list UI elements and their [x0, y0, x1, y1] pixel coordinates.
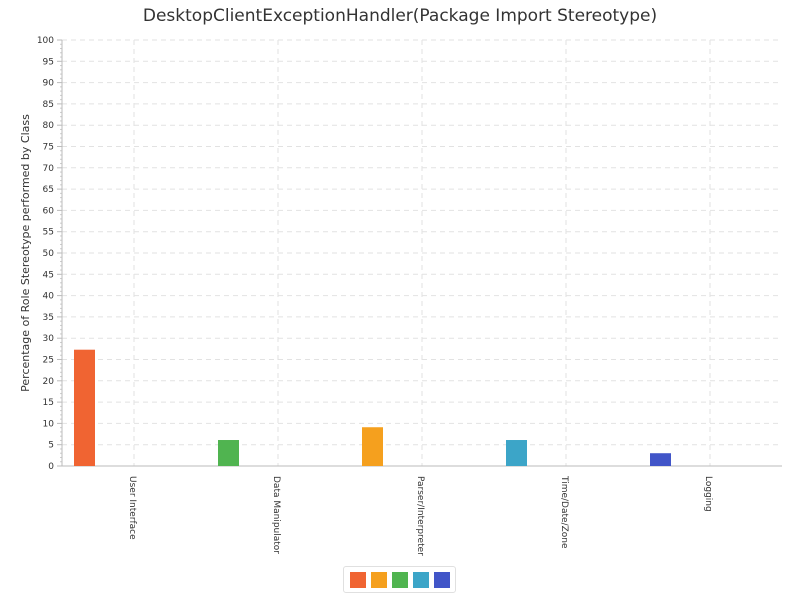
y-tick-label: 95	[43, 57, 54, 67]
y-tick-label: 70	[43, 164, 55, 174]
legend-swatch	[412, 571, 429, 588]
bars	[74, 349, 671, 466]
y-tick-label: 50	[43, 249, 55, 259]
legend-swatch	[433, 571, 450, 588]
y-tick-label: 85	[43, 100, 54, 110]
x-category-labels: User Interface Data Manipulator Parser/Int…	[127, 475, 713, 556]
y-tick-label: 20	[43, 377, 55, 387]
bar-user-interface	[74, 349, 95, 466]
y-axis-title: Percentage of Role Stereotype performed …	[19, 114, 32, 392]
bar-parser-interpreter	[362, 427, 383, 466]
y-tick-label: 45	[43, 270, 54, 280]
legend-swatch	[370, 571, 387, 588]
y-tick-label: 40	[43, 292, 55, 302]
y-tick-label: 60	[43, 206, 55, 216]
y-tick-label: 25	[43, 356, 54, 366]
y-tick-label: 100	[37, 36, 54, 46]
x-category-label: Logging	[703, 476, 713, 512]
x-category-label: User Interface	[127, 476, 137, 540]
legend	[343, 566, 456, 593]
y-tick-label: 30	[43, 334, 55, 344]
x-category-label: Time/Date/Zone	[559, 475, 569, 549]
y-tick-label: 65	[43, 185, 54, 195]
y-tick-label: 15	[43, 398, 54, 408]
grid-lines	[62, 39, 782, 466]
bar-time-date-zone	[506, 440, 527, 466]
legend-swatch	[349, 571, 366, 588]
y-tick-label: 90	[43, 79, 55, 89]
y-tick-label: 35	[43, 313, 54, 323]
y-tick-labels: 0 5 10 15 20 25 30 35 40 45 50 55 60 65 70 75 80 85 90 95 10…	[37, 36, 54, 472]
bar-logging	[650, 453, 671, 466]
y-tick-label: 80	[43, 121, 55, 131]
legend-swatch	[391, 571, 408, 588]
y-tick-label: 0	[48, 462, 54, 472]
x-category-label: Parser/Interpreter	[415, 476, 425, 556]
y-tick-label: 75	[43, 143, 54, 153]
x-category-label: Data Manipulator	[271, 476, 281, 554]
y-tick-label: 5	[48, 441, 54, 451]
y-tick-label: 10	[43, 419, 55, 429]
chart-title: DesktopClientExceptionHandler(Package Im…	[142, 6, 658, 26]
y-tick-label: 55	[43, 228, 54, 238]
bar-data-manipulator	[218, 440, 239, 466]
